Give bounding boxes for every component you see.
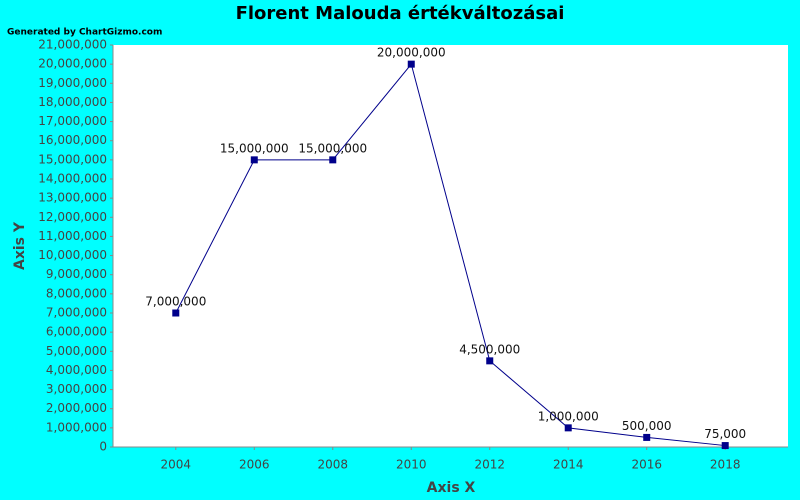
y-tick-label: 17,000,000 bbox=[38, 114, 107, 128]
value-label: 500,000 bbox=[622, 419, 672, 433]
x-tick-label: 2008 bbox=[317, 458, 348, 472]
value-label: 75,000 bbox=[704, 427, 746, 441]
value-label: 1,000,000 bbox=[538, 409, 599, 423]
y-tick-label: 20,000,000 bbox=[38, 57, 107, 71]
credit: Generated by ChartGizmo.com bbox=[7, 28, 162, 38]
y-tick-label: 1,000,000 bbox=[46, 420, 107, 434]
y-tick-label: 4,000,000 bbox=[46, 363, 107, 377]
x-axis-label: Axis X bbox=[427, 480, 476, 496]
value-label: 20,000,000 bbox=[377, 46, 446, 60]
y-tick-label: 21,000,000 bbox=[38, 38, 107, 52]
y-tick-label: 15,000,000 bbox=[38, 152, 107, 166]
point bbox=[329, 156, 337, 164]
point bbox=[564, 424, 572, 432]
plot-area bbox=[113, 45, 788, 447]
y-tick-label: 9,000,000 bbox=[46, 267, 107, 281]
y-axis-label: Axis Y bbox=[12, 221, 28, 270]
x-tick-label: 2016 bbox=[631, 458, 662, 472]
series-line bbox=[175, 63, 726, 447]
y-tick-label: 8,000,000 bbox=[46, 286, 107, 300]
y-tick-label: 7,000,000 bbox=[46, 306, 107, 320]
y-tick-label: 10,000,000 bbox=[38, 248, 107, 262]
chart-title: Florent Malouda értékváltozásai bbox=[236, 3, 565, 24]
value-label: 15,000,000 bbox=[220, 141, 289, 155]
y-tick-label: 14,000,000 bbox=[38, 172, 107, 186]
value-label: 15,000,000 bbox=[298, 141, 367, 155]
y-tick-label: 13,000,000 bbox=[38, 191, 107, 205]
y-tick-label: 2,000,000 bbox=[46, 401, 107, 415]
point bbox=[250, 156, 258, 164]
y-tick-label: 12,000,000 bbox=[38, 210, 107, 224]
x-tick-label: 2018 bbox=[710, 458, 741, 472]
y-tick-label: 5,000,000 bbox=[46, 344, 107, 358]
value-label: 7,000,000 bbox=[145, 295, 206, 309]
y-tick-label: 19,000,000 bbox=[38, 76, 107, 90]
x-tick-label: 2006 bbox=[239, 458, 270, 472]
value-label: 4,500,000 bbox=[459, 342, 520, 356]
point bbox=[643, 433, 651, 441]
point bbox=[407, 60, 415, 68]
y-tick-label: 6,000,000 bbox=[46, 325, 107, 339]
point bbox=[486, 357, 494, 365]
x-tick-label: 2014 bbox=[553, 458, 584, 472]
y-tick-label: 16,000,000 bbox=[38, 133, 107, 147]
point bbox=[721, 442, 729, 450]
y-tick-label: 11,000,000 bbox=[38, 229, 107, 243]
y-tick-label: 18,000,000 bbox=[38, 95, 107, 109]
point bbox=[172, 309, 180, 317]
y-tick-label: 3,000,000 bbox=[46, 382, 107, 396]
x-tick-label: 2004 bbox=[161, 458, 192, 472]
x-tick-label: 2012 bbox=[474, 458, 505, 472]
y-tick-label: 0 bbox=[99, 440, 107, 454]
x-tick-label: 2010 bbox=[396, 458, 427, 472]
